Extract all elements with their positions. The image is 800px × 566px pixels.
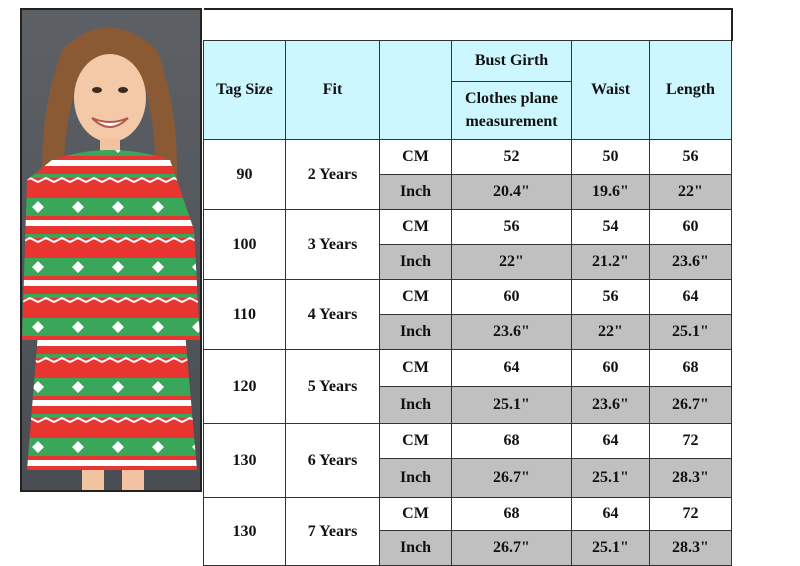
unit-cell-cm: CM [379,497,452,531]
fit-label: 2 Years [307,165,358,183]
waist-inch-cell: 23.6" [571,386,650,424]
length-cm-cell: 72 [649,497,732,531]
fit-label: 3 Years [307,235,358,253]
unit-cell-inch: Inch [379,530,452,566]
size-chart-table: Tag Size Fit Bust Girth Waist Length Clo… [203,8,733,566]
table-row: Inch 26.7" 25.1" 28.3" [204,530,732,566]
length-cm-cell: 56 [649,139,732,175]
fit-cell: 7 Years [285,497,380,566]
header-fit: Fit [285,40,380,140]
table-row: Inch 25.1" 23.6" 26.7" [204,386,732,424]
length-inch-cell: 25.1" [649,314,732,350]
header-unit [379,40,452,140]
product-photo [20,8,202,492]
bust-inch-cell: 26.7" [451,530,572,566]
waist-inch-cell: 19.6" [571,174,650,210]
waist-inch-cell: 25.1" [571,530,650,566]
bust-cm-cell: 68 [451,497,572,531]
bust-inch-cell: 23.6" [451,314,572,350]
waist-inch-cell: 25.1" [571,458,650,498]
tag-size-cell: 130 [203,423,286,498]
girl-in-christmas-dress-photo [22,27,200,490]
waist-cm-cell: 64 [571,497,650,531]
bust-cm-cell: 56 [451,209,572,245]
unit-cell-inch: Inch [379,174,452,210]
length-cm-cell: 64 [649,279,732,315]
header-row-2: Clothes plane measurement [204,81,732,140]
unit-cell-cm: CM [379,139,452,175]
length-inch-cell: 26.7" [649,386,732,424]
unit-cell-cm: CM [379,209,452,245]
header-bust-sub: Clothes plane measurement [451,81,572,140]
header-waist: Waist [571,40,650,140]
fit-label: 6 Years [307,451,358,469]
header-row-1: Tag Size Fit Bust Girth Waist Length [203,39,732,140]
table-top-strip [203,8,733,41]
unit-cell-inch: Inch [379,244,452,280]
table-row: 110 4 Years CM 60 56 64 [203,279,732,350]
table-row: 130 7 Years CM 68 64 72 [203,497,732,566]
fit-label: 4 Years [307,305,358,323]
header-tag-size: Tag Size [203,40,286,140]
fit-cell: 5 Years [285,349,380,424]
length-inch-cell: 22" [649,174,732,210]
waist-inch-cell: 22" [571,314,650,350]
bust-inch-cell: 20.4" [451,174,572,210]
fit-label: 5 Years [307,377,358,395]
fit-cell: 6 Years [285,423,380,498]
fit-label: 7 Years [307,522,358,540]
bust-inch-cell: 26.7" [451,458,572,498]
table-row: 120 5 Years CM 64 60 68 [203,349,732,424]
length-cm-cell: 72 [649,423,732,459]
header-length: Length [649,40,732,140]
table-row: Inch 20.4" 19.6" 22" [204,174,732,210]
unit-cell-inch: Inch [379,458,452,498]
table-row: Inch 23.6" 22" 25.1" [204,314,732,350]
length-inch-cell: 28.3" [649,458,732,498]
table-row: 130 6 Years CM 68 64 72 [203,423,732,498]
table-row: Inch 26.7" 25.1" 28.3" [204,458,732,498]
table-row: 90 2 Years CM 52 50 56 [203,139,732,210]
fit-cell: 3 Years [285,209,380,280]
tag-size-cell: 120 [203,349,286,424]
fit-cell: 4 Years [285,279,380,350]
table-row: Inch 22" 21.2" 23.6" [204,244,732,280]
table-row: 100 3 Years CM 56 54 60 [203,209,732,280]
bust-cm-cell: 64 [451,349,572,387]
waist-cm-cell: 64 [571,423,650,459]
waist-cm-cell: 50 [571,139,650,175]
unit-cell-cm: CM [379,423,452,459]
length-inch-cell: 28.3" [649,530,732,566]
bust-inch-cell: 25.1" [451,386,572,424]
tag-size-cell: 130 [203,497,286,566]
header-bust-girth: Bust Girth [451,39,572,83]
bust-inch-cell: 22" [451,244,572,280]
bust-cm-cell: 60 [451,279,572,315]
length-inch-cell: 23.6" [649,244,732,280]
unit-cell-inch: Inch [379,386,452,424]
unit-cell-cm: CM [379,279,452,315]
bust-cm-cell: 68 [451,423,572,459]
tag-size-cell: 100 [203,209,286,280]
bust-cm-cell: 52 [451,139,572,175]
waist-cm-cell: 54 [571,209,650,245]
unit-cell-cm: CM [379,349,452,387]
waist-cm-cell: 60 [571,349,650,387]
fit-cell: 2 Years [285,139,380,210]
tag-size-cell: 90 [203,139,286,210]
waist-cm-cell: 56 [571,279,650,315]
length-cm-cell: 60 [649,209,732,245]
length-cm-cell: 68 [649,349,732,387]
tag-size-cell: 110 [203,279,286,350]
table-body: 90 2 Years CM 52 50 56 Inch 20.4" 19.6" 22" 100 3 Y… [203,139,732,566]
unit-cell-inch: Inch [379,314,452,350]
waist-inch-cell: 21.2" [571,244,650,280]
